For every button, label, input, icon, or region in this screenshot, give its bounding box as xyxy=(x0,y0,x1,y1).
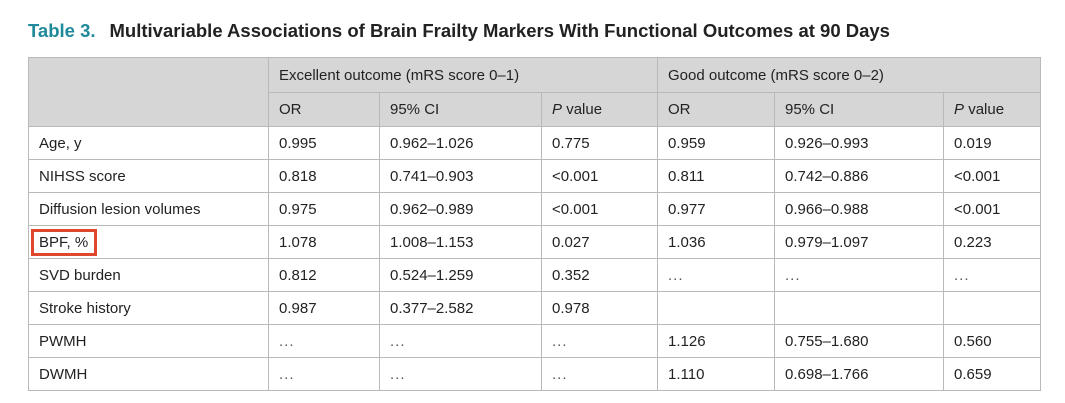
row-label: PWMH xyxy=(28,324,269,358)
row-label: Age, y xyxy=(28,126,269,160)
cell-p-good xyxy=(942,291,1042,325)
column-header-row: OR 95% CI P value OR 95% CI P value xyxy=(29,92,1042,127)
row-label: Stroke history xyxy=(28,291,269,325)
col-header-pvalue: P value xyxy=(541,92,658,127)
row-label-header xyxy=(28,57,269,127)
table-title: Multivariable Associations of Brain Frai… xyxy=(109,20,890,41)
col-header-ci: 95% CI xyxy=(379,92,542,127)
table-number: Table 3. xyxy=(28,20,96,41)
highlight-box: BPF, % xyxy=(31,228,98,256)
value-word: value xyxy=(968,101,1005,118)
table-caption: Table 3. Multivariable Associations of Br… xyxy=(28,20,890,42)
cell-or-excellent: 0.995 xyxy=(268,126,380,160)
col-header-or: OR xyxy=(268,92,380,127)
row-label: DWMH xyxy=(28,357,269,391)
cell-p-excellent: 0.775 xyxy=(541,126,658,160)
value-word: value xyxy=(566,101,603,118)
cell-ci-excellent: 0.524–1.259 xyxy=(379,258,542,292)
table-row-highlighted: BPF, % 1.078 1.008–1.153 0.027 1.036 0.9… xyxy=(28,225,1042,259)
cell-ci-excellent: ... xyxy=(379,324,542,358)
cell-p-good: 0.223 xyxy=(942,225,1042,259)
cell-or-excellent: 0.818 xyxy=(268,159,380,193)
cell-or-excellent: 0.812 xyxy=(268,258,380,292)
row-label-highlighted: BPF, % xyxy=(28,225,269,259)
cell-p-good: 0.019 xyxy=(942,126,1042,160)
cell-or-excellent: 0.987 xyxy=(268,291,380,325)
cell-p-excellent: 0.978 xyxy=(541,291,658,325)
cell-p-excellent: ... xyxy=(541,357,658,391)
cell-ci-excellent: 0.741–0.903 xyxy=(379,159,542,193)
cell-p-excellent: 0.352 xyxy=(541,258,658,292)
cell-or-good: 0.811 xyxy=(657,159,775,193)
cell-or-good: ... xyxy=(657,258,775,292)
cell-ci-good xyxy=(774,291,944,325)
p-letter: P xyxy=(552,101,563,118)
cell-ci-good: 0.742–0.886 xyxy=(774,159,944,193)
cell-ci-excellent: ... xyxy=(379,357,542,391)
cell-ci-excellent: 0.962–1.026 xyxy=(379,126,542,160)
cell-ci-good: 0.926–0.993 xyxy=(774,126,944,160)
cell-ci-good: 0.755–1.680 xyxy=(774,324,944,358)
col-header-pvalue: P value xyxy=(942,92,1042,127)
table-row: Diffusion lesion volumes 0.975 0.962–0.9… xyxy=(28,192,1042,226)
col-header-or: OR xyxy=(657,92,775,127)
cell-ci-excellent: 0.377–2.582 xyxy=(379,291,542,325)
cell-ci-excellent: 1.008–1.153 xyxy=(379,225,542,259)
table-row: Stroke history 0.987 0.377–2.582 0.978 xyxy=(28,291,1042,325)
results-table: Excellent outcome (mRS score 0–1) Good o… xyxy=(28,57,1042,391)
cell-or-excellent: ... xyxy=(268,357,380,391)
cell-p-good: 0.560 xyxy=(942,324,1042,358)
cell-or-good: 1.036 xyxy=(657,225,775,259)
cell-ci-good: 0.698–1.766 xyxy=(774,357,944,391)
cell-or-good: 1.110 xyxy=(657,357,775,391)
cell-or-excellent: 0.975 xyxy=(268,192,380,226)
table-row: SVD burden 0.812 0.524–1.259 0.352 ... .… xyxy=(28,258,1042,292)
p-letter: P xyxy=(954,101,965,118)
cell-or-good: 1.126 xyxy=(657,324,775,358)
table-row: NIHSS score 0.818 0.741–0.903 <0.001 0.8… xyxy=(28,159,1042,193)
table-row: DWMH ... ... ... 1.110 0.698–1.766 0.659 xyxy=(28,357,1042,391)
group-header-row: Excellent outcome (mRS score 0–1) Good o… xyxy=(28,57,1042,127)
cell-p-good: 0.659 xyxy=(942,357,1042,391)
cell-or-good: 0.959 xyxy=(657,126,775,160)
cell-p-good: ... xyxy=(942,258,1042,292)
cell-p-excellent: ... xyxy=(541,324,658,358)
cell-ci-good: ... xyxy=(774,258,944,292)
cell-p-excellent: <0.001 xyxy=(541,159,658,193)
table-row: PWMH ... ... ... 1.126 0.755–1.680 0.560 xyxy=(28,324,1042,358)
row-label: SVD burden xyxy=(28,258,269,292)
cell-p-good: <0.001 xyxy=(942,159,1042,193)
group-header-good: Good outcome (mRS score 0–2) xyxy=(656,57,1042,93)
cell-or-excellent: ... xyxy=(268,324,380,358)
cell-ci-good: 0.966–0.988 xyxy=(774,192,944,226)
cell-or-good xyxy=(657,291,775,325)
group-header-excellent: Excellent outcome (mRS score 0–1) xyxy=(268,57,658,93)
row-label: NIHSS score xyxy=(28,159,269,193)
table-row: Age, y 0.995 0.962–1.026 0.775 0.959 0.9… xyxy=(28,126,1042,160)
cell-p-excellent: 0.027 xyxy=(541,225,658,259)
cell-p-good: <0.001 xyxy=(942,192,1042,226)
cell-ci-good: 0.979–1.097 xyxy=(774,225,944,259)
col-header-ci: 95% CI xyxy=(774,92,944,127)
cell-or-excellent: 1.078 xyxy=(268,225,380,259)
cell-p-excellent: <0.001 xyxy=(541,192,658,226)
cell-or-good: 0.977 xyxy=(657,192,775,226)
row-label: Diffusion lesion volumes xyxy=(28,192,269,226)
cell-ci-excellent: 0.962–0.989 xyxy=(379,192,542,226)
